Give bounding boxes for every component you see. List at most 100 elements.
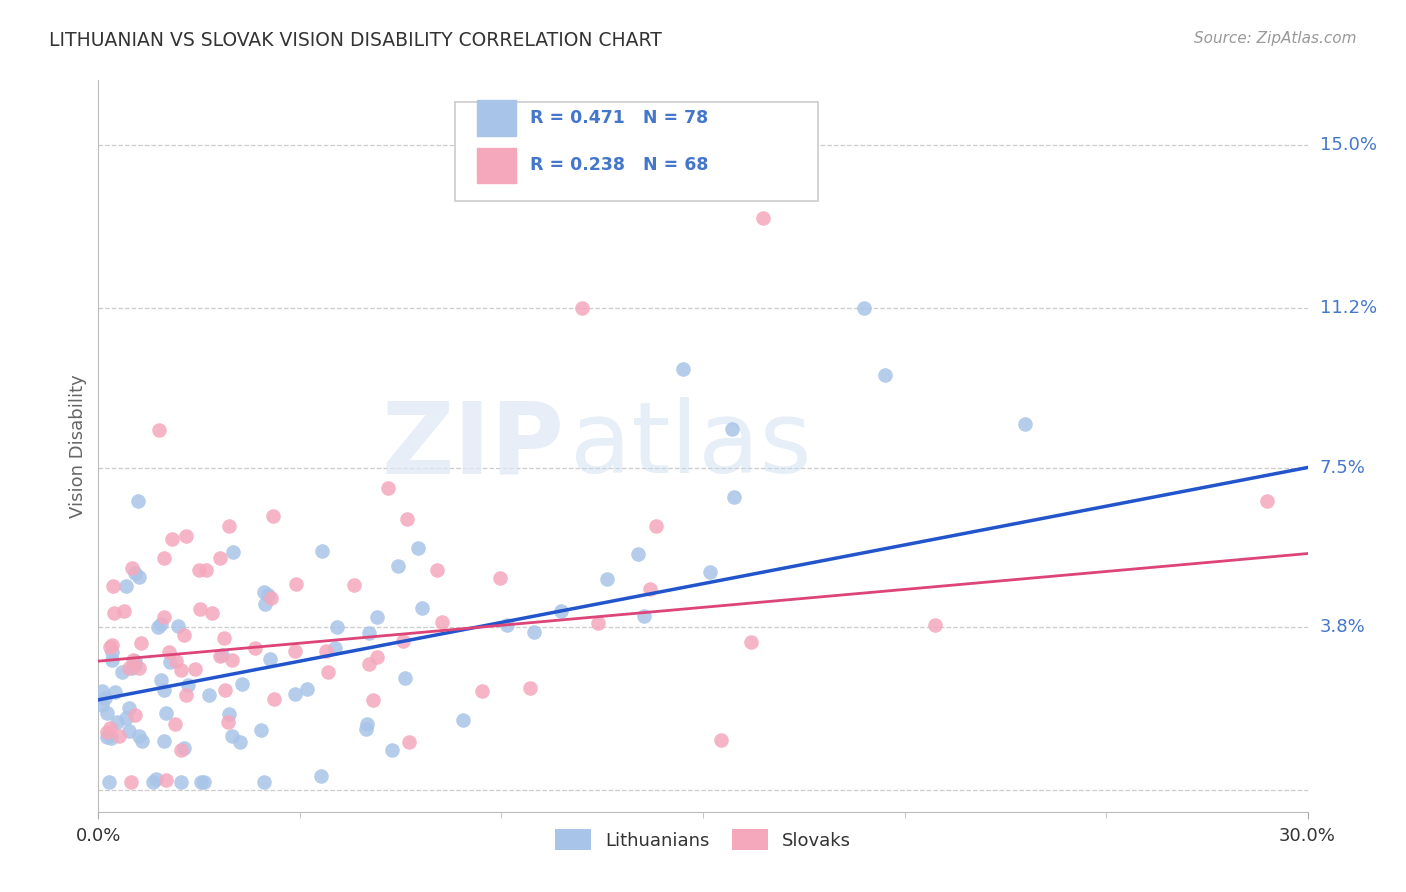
Point xyxy=(96,730,118,744)
Point xyxy=(710,733,733,747)
Point xyxy=(496,618,519,632)
Point xyxy=(523,625,546,640)
Point xyxy=(167,619,190,633)
Point xyxy=(103,606,125,620)
Point xyxy=(284,686,307,700)
Bar xyxy=(477,101,516,136)
Point xyxy=(174,529,197,543)
Point xyxy=(155,706,177,720)
Point xyxy=(165,655,187,669)
Point xyxy=(150,673,173,688)
Point xyxy=(94,691,117,706)
Point xyxy=(153,610,176,624)
Point xyxy=(398,735,420,749)
Point xyxy=(170,774,193,789)
Point xyxy=(699,565,721,579)
Point xyxy=(211,648,233,662)
Point xyxy=(853,301,876,316)
Point xyxy=(740,635,762,649)
Point xyxy=(721,422,744,436)
Point xyxy=(316,665,339,680)
Y-axis label: Vision Disability: Vision Disability xyxy=(69,374,87,518)
Point xyxy=(124,566,146,581)
Point xyxy=(195,563,218,577)
Point xyxy=(395,512,418,526)
Point xyxy=(112,604,135,618)
Point xyxy=(100,731,122,746)
Point xyxy=(107,729,129,743)
Point xyxy=(160,533,183,547)
Point xyxy=(153,734,176,748)
Point xyxy=(188,601,211,615)
Point xyxy=(359,657,381,671)
Point xyxy=(149,616,172,631)
Point xyxy=(212,631,235,645)
Point xyxy=(111,665,134,680)
Point xyxy=(432,615,454,629)
Point xyxy=(309,769,332,783)
Point xyxy=(284,577,307,591)
Point xyxy=(221,729,243,743)
Point xyxy=(104,685,127,699)
Point xyxy=(326,620,349,634)
Point xyxy=(571,301,593,316)
Point xyxy=(229,735,252,749)
Point xyxy=(124,707,146,722)
Point xyxy=(451,714,474,728)
Point xyxy=(550,604,572,618)
Point xyxy=(259,652,281,666)
Point xyxy=(128,570,150,584)
Point xyxy=(173,627,195,641)
Point xyxy=(408,541,430,556)
Point xyxy=(96,725,118,739)
Point xyxy=(121,561,143,575)
Point xyxy=(193,774,215,789)
Point xyxy=(366,610,388,624)
Point xyxy=(120,774,142,789)
Text: 7.5%: 7.5% xyxy=(1320,458,1365,476)
Point xyxy=(627,547,650,561)
Point xyxy=(176,678,198,692)
Point xyxy=(169,743,191,757)
Point xyxy=(198,688,221,702)
Point xyxy=(315,644,337,658)
Text: 15.0%: 15.0% xyxy=(1320,136,1376,153)
Point xyxy=(121,661,143,675)
Point xyxy=(924,618,946,632)
Point xyxy=(377,481,399,495)
Point xyxy=(122,653,145,667)
Point xyxy=(118,723,141,738)
Point xyxy=(253,584,276,599)
Text: Source: ZipAtlas.com: Source: ZipAtlas.com xyxy=(1194,31,1357,46)
Legend: Lithuanians, Slovaks: Lithuanians, Slovaks xyxy=(548,822,858,857)
Point xyxy=(633,609,655,624)
Point xyxy=(596,573,619,587)
Point xyxy=(723,490,745,504)
Point xyxy=(221,653,243,667)
Point xyxy=(155,772,177,787)
Point xyxy=(218,519,240,533)
Text: R = 0.471   N = 78: R = 0.471 N = 78 xyxy=(530,109,709,127)
Point xyxy=(873,368,896,382)
Point xyxy=(201,606,224,620)
Point xyxy=(672,361,695,376)
Point xyxy=(128,661,150,675)
Point xyxy=(426,563,449,577)
Point xyxy=(752,211,775,225)
Point xyxy=(218,707,240,722)
Text: ZIP: ZIP xyxy=(381,398,564,494)
Point xyxy=(519,681,541,695)
Point xyxy=(152,551,174,566)
Point xyxy=(392,633,415,648)
Point xyxy=(145,772,167,786)
Point xyxy=(411,600,433,615)
Point xyxy=(253,774,276,789)
Point xyxy=(91,698,114,712)
Point xyxy=(394,671,416,685)
Point xyxy=(381,743,404,757)
Point xyxy=(489,571,512,585)
Point xyxy=(231,677,253,691)
Point xyxy=(184,662,207,676)
Point xyxy=(257,589,280,603)
Point xyxy=(173,741,195,756)
